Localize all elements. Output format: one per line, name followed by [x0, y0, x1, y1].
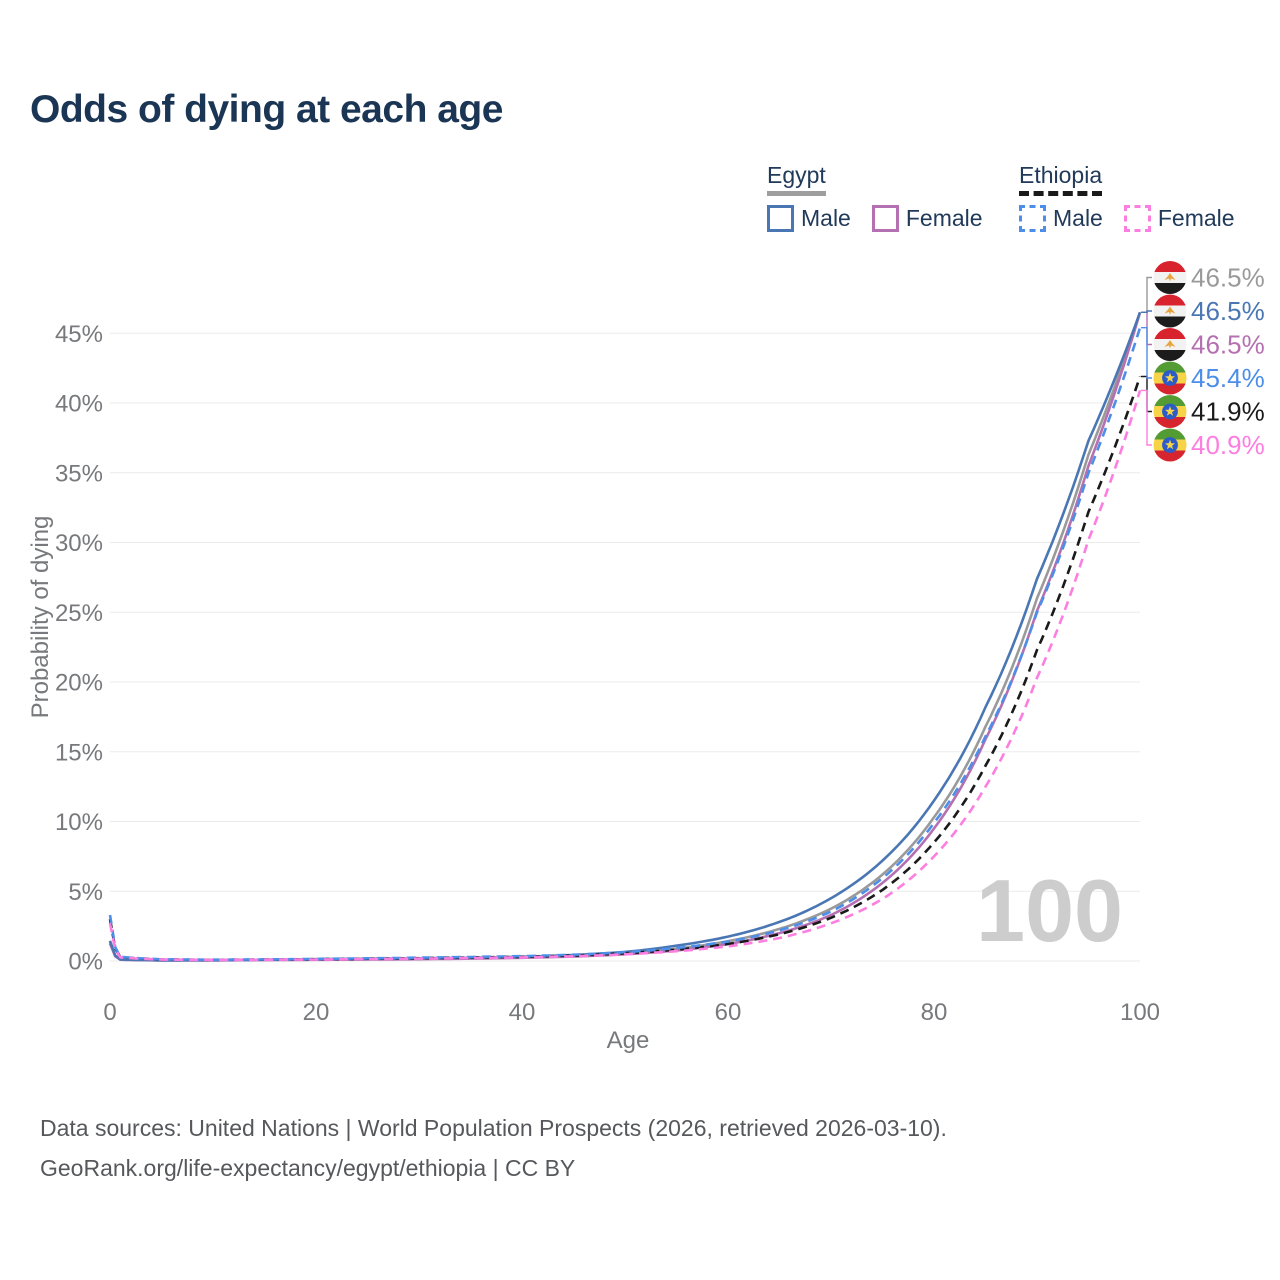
- series-line-ethiopia-male: [108, 327, 1142, 961]
- flag-ethiopia-icon: [1153, 428, 1187, 462]
- legend-swatch-egypt-male-icon: [767, 205, 794, 232]
- y-tick-label: 25%: [55, 600, 103, 627]
- end-value-label-egypt-male: 46.5%: [1191, 296, 1265, 326]
- legend-swatch-ethiopia-female-icon: [1123, 205, 1151, 232]
- legend-item-ethiopia-female[interactable]: Female: [1123, 205, 1235, 232]
- x-tick-label: 60: [715, 999, 742, 1026]
- footer-sources-line: Data sources: United Nations | World Pop…: [40, 1115, 947, 1141]
- y-tick-label: 30%: [55, 530, 103, 557]
- end-label-connector: [1141, 276, 1152, 313]
- y-tick-label: 0%: [68, 949, 103, 976]
- legend-item-label: Male: [1053, 205, 1103, 231]
- y-tick-label: 10%: [55, 809, 103, 836]
- y-tick-label: 40%: [55, 391, 103, 418]
- legend-items-egypt: Male Female: [767, 205, 983, 232]
- legend-item-ethiopia-male[interactable]: Male: [1019, 205, 1103, 232]
- page-title: Odds of dying at each age: [30, 88, 503, 131]
- y-tick-label: 20%: [55, 670, 103, 697]
- age-watermark: 100: [976, 861, 1123, 960]
- legend-swatch-ethiopia-male-icon: [1019, 205, 1046, 232]
- y-axis-title: Probability of dying: [27, 516, 54, 719]
- end-value-label-ethiopia-male: 45.4%: [1191, 363, 1265, 393]
- end-value-label-ethiopia-both: 41.9%: [1191, 397, 1265, 427]
- legend-items-ethiopia: Male Female: [1019, 205, 1235, 232]
- x-tick-label: 0: [103, 999, 116, 1026]
- y-tick-label: 35%: [55, 460, 103, 487]
- flag-egypt-icon: [1153, 328, 1187, 361]
- legend-item-label: Male: [801, 205, 851, 231]
- legend-group-egypt: Egypt Male Female: [767, 162, 983, 232]
- series-line-ethiopia-female: [108, 390, 1142, 962]
- x-axis-title: Age: [607, 1027, 650, 1054]
- flag-egypt-icon: [1153, 294, 1187, 328]
- x-tick-label: 20: [303, 999, 330, 1026]
- end-value-label-ethiopia-female: 40.9%: [1191, 430, 1265, 460]
- x-tick-label: 80: [921, 999, 948, 1026]
- legend-header-egypt: Egypt: [767, 162, 826, 196]
- y-tick-label: 15%: [55, 739, 103, 766]
- legend-item-label: Female: [1157, 205, 1235, 231]
- end-label-connector: [1141, 389, 1152, 446]
- footer-attribution-line: GeoRank.org/life-expectancy/egypt/ethiop…: [40, 1155, 576, 1181]
- x-tick-label: 40: [509, 999, 536, 1026]
- flag-egypt-icon: [1153, 261, 1187, 294]
- legend-item-label: Female: [905, 205, 983, 231]
- end-value-label-egypt-both: 46.5%: [1191, 263, 1265, 293]
- footer: Data sources: United Nations | World Pop…: [40, 1108, 947, 1188]
- flag-ethiopia-icon: [1153, 361, 1187, 395]
- legend-group-ethiopia: Ethiopia Male Female: [1019, 162, 1235, 232]
- legend-item-egypt-male[interactable]: Male: [767, 205, 851, 232]
- end-value-label-egypt-female: 46.5%: [1191, 330, 1265, 360]
- x-tick-label: 100: [1120, 999, 1160, 1026]
- end-label-connector: [1141, 327, 1152, 379]
- legend-swatch-egypt-female-icon: [871, 205, 899, 232]
- y-tick-label: 5%: [68, 879, 103, 906]
- legend-header-ethiopia: Ethiopia: [1019, 162, 1103, 196]
- y-tick-label: 45%: [55, 321, 103, 348]
- flag-ethiopia-icon: [1153, 395, 1187, 428]
- end-label-connector: [1141, 310, 1152, 313]
- legend-item-egypt-female[interactable]: Female: [871, 205, 983, 232]
